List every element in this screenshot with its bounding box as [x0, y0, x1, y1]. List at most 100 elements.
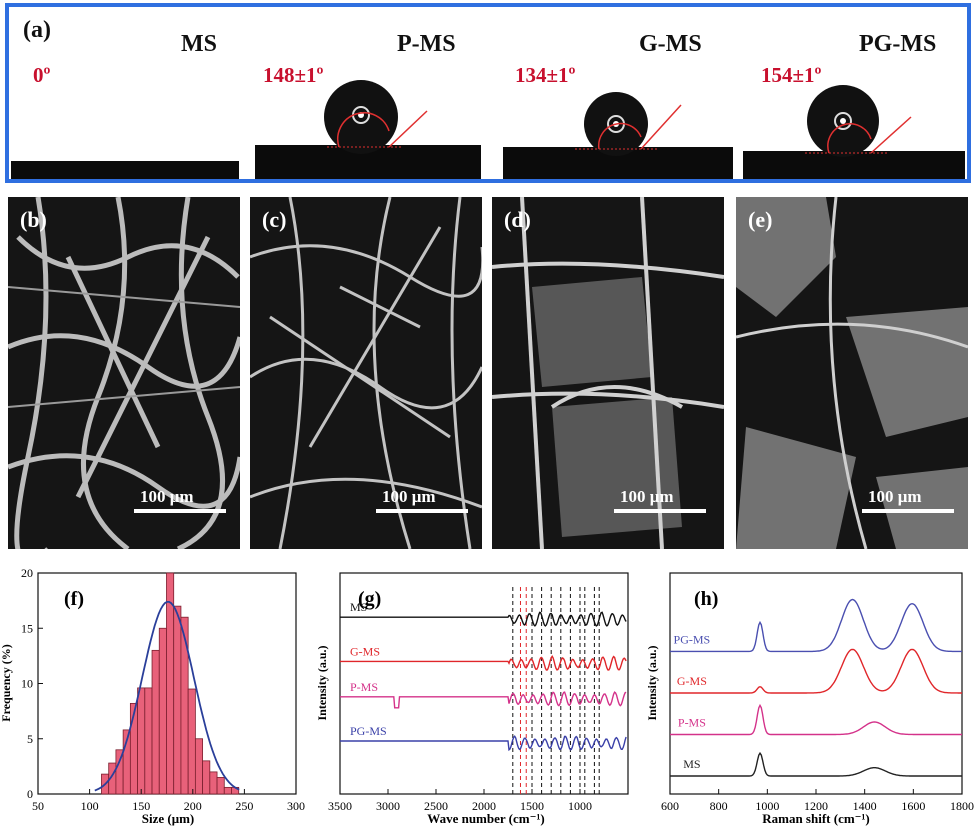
- sem-image-b: (b) 100 μm: [8, 197, 240, 549]
- panel-label-g: (g): [358, 588, 381, 610]
- histogram-bar: [144, 687, 153, 795]
- panel-label-e: (e): [748, 207, 773, 232]
- histogram-bar: [209, 771, 218, 795]
- histogram-bar: [151, 649, 160, 795]
- histogram-bar: [194, 738, 204, 795]
- sem-texture-b: [8, 197, 240, 549]
- x-tick-label: 1500: [520, 799, 544, 813]
- y-axis-label-f: Frequency (%): [0, 644, 13, 721]
- histogram-bar: [137, 687, 146, 795]
- sample-name-pg-ms: PG-MS: [859, 31, 937, 57]
- sem-texture-e: [736, 197, 968, 549]
- x-tick-label: 50: [32, 799, 44, 813]
- y-tick-label: 10: [21, 677, 33, 691]
- sem-image-d: (d) 100 μm: [492, 197, 724, 549]
- histogram-bar: [173, 605, 182, 795]
- scale-label-b: 100 μm: [140, 487, 194, 506]
- x-tick-label: 2500: [424, 799, 448, 813]
- series-label: MS: [350, 600, 367, 614]
- chart-g: MS G-MS P-MS PG-MS 3500 3000 2500 2000 1500 1000…: [315, 565, 648, 833]
- sample-name-p-ms: P-MS: [397, 31, 456, 57]
- raman-line: [670, 598, 962, 653]
- histogram-bar: [158, 627, 167, 795]
- histogram-bar: [202, 760, 211, 795]
- sem-image-e: (e) 100 μm: [736, 197, 968, 549]
- y-tick-label: 5: [27, 732, 33, 746]
- x-tick-label: 3000: [376, 799, 400, 813]
- series-label: G-MS: [677, 674, 707, 688]
- droplet-pg-ms: [805, 85, 912, 157]
- x-tick-label: 1400: [853, 799, 877, 813]
- x-axis-label-f: Size (μm): [142, 811, 195, 826]
- y-tick-label: 15: [21, 621, 33, 635]
- chart-h: PG-MS G-MS P-MS MS 600 800 1000 1200 1400 1600 18…: [645, 565, 978, 833]
- raman-line: [670, 751, 962, 777]
- x-tick-label: 150: [132, 799, 150, 813]
- substrate-pg-ms: [743, 151, 965, 179]
- x-tick-label: 1000: [755, 799, 779, 813]
- panel-label-d: (d): [504, 207, 531, 232]
- spectrum-line: [340, 691, 627, 709]
- x-tick-label: 250: [235, 799, 253, 813]
- droplet-p-ms: [324, 80, 428, 154]
- x-tick-label: 1000: [568, 799, 592, 813]
- x-tick-label: 100: [81, 799, 99, 813]
- x-tick-label: 200: [184, 799, 202, 813]
- histogram-bar: [180, 616, 189, 795]
- gaussian-fit-curve: [94, 601, 240, 792]
- x-tick-label: 300: [287, 799, 305, 813]
- scale-label-e: 100 μm: [868, 487, 922, 506]
- spectrum-line: [340, 735, 627, 752]
- histogram-bar: [216, 777, 225, 795]
- spectrum-line: [340, 654, 627, 671]
- panel-label-h: (h): [694, 588, 718, 610]
- x-tick-label: 1800: [950, 799, 974, 813]
- sem-texture-d: [492, 197, 724, 549]
- chart-f: 50 100 150 200 250 300 0 5 10 15 20 (f) Size (μm) …: [0, 565, 320, 833]
- histogram-bar: [223, 786, 232, 795]
- contact-angle-p-ms: 148±1º: [263, 63, 324, 87]
- scale-label-c: 100 μm: [382, 487, 436, 506]
- panel-label-b: (b): [20, 207, 47, 232]
- series-label: MS: [683, 757, 700, 771]
- contact-angle-panel: (a) MS P-MS G-MS PG-MS 0º 148±1º 134±1º …: [5, 3, 971, 183]
- x-tick-label: 800: [710, 799, 728, 813]
- plot-frame-g: [339, 572, 629, 795]
- series-label: PG-MS: [674, 632, 711, 646]
- panel-label-f: (f): [64, 588, 84, 610]
- x-tick-label: 1600: [901, 799, 925, 813]
- sample-name-g-ms: G-MS: [639, 31, 702, 57]
- y-axis-label-h: Intensity (a.u.): [648, 645, 659, 720]
- sem-texture-c: [250, 197, 482, 549]
- raman-line: [670, 703, 962, 736]
- panel-label-c: (c): [262, 207, 287, 232]
- series-label: P-MS: [678, 715, 706, 729]
- y-tick-label: 0: [27, 787, 33, 801]
- ftir-chart: MS G-MS P-MS PG-MS 3500 3000 2500 2000 1500 1000…: [315, 572, 629, 826]
- series-label: P-MS: [350, 680, 378, 694]
- raman-line: [670, 648, 962, 694]
- contact-angle-g-ms: 134±1º: [515, 63, 576, 87]
- scale-bar-d: [614, 509, 706, 513]
- substrate-ms: [11, 161, 239, 179]
- x-tick-label: 2000: [472, 799, 496, 813]
- droplet-g-ms: [575, 92, 682, 156]
- y-tick-label: 20: [21, 566, 33, 580]
- spectrum-line: [340, 611, 627, 627]
- scale-bar-c: [376, 509, 468, 513]
- droplet-images: [11, 80, 965, 179]
- contact-angle-pg-ms: 154±1º: [761, 63, 822, 87]
- series-label: G-MS: [350, 644, 380, 658]
- x-tick-label: 3500: [328, 799, 352, 813]
- scale-bar-e: [862, 509, 954, 513]
- panel-label-a: (a): [23, 17, 51, 43]
- raman-chart: PG-MS G-MS P-MS MS 600 800 1000 1200 1400 1600 18…: [645, 572, 974, 826]
- sample-name-ms: MS: [181, 31, 217, 57]
- scale-bar-b: [134, 509, 226, 513]
- histogram-bar: [187, 688, 196, 795]
- scale-label-d: 100 μm: [620, 487, 674, 506]
- x-tick-label: 1200: [804, 799, 828, 813]
- contact-angle-ms: 0º: [33, 63, 51, 87]
- series-label: PG-MS: [350, 724, 387, 738]
